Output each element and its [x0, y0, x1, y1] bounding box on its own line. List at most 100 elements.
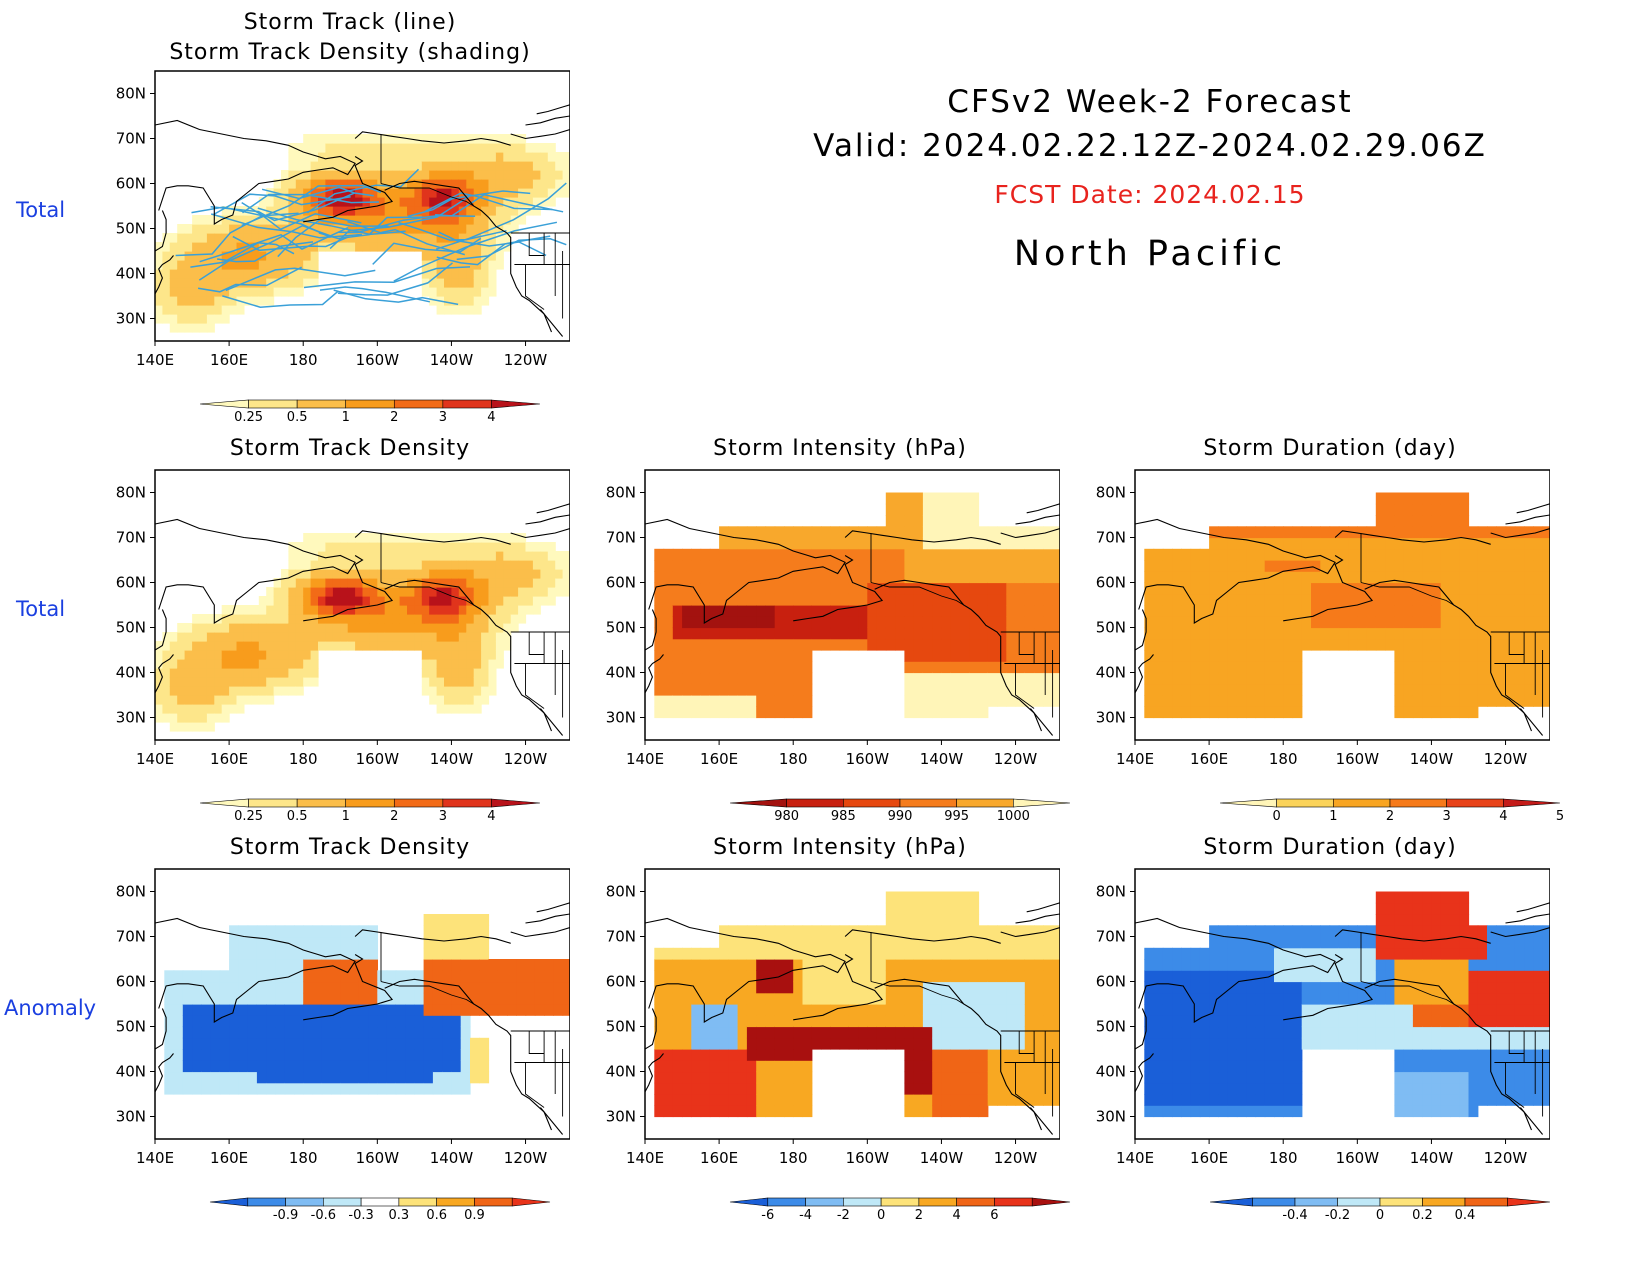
colorbar-tick-label: 0: [1273, 809, 1281, 824]
lon-label: 180: [779, 1149, 808, 1167]
map-duration-total: 80N 70N 60N 50N 40N 30N 140E 160E 180 160W 140W 120…: [1096, 469, 1550, 768]
colorbar-tick-label: -0.6: [311, 1208, 336, 1223]
lat-label: 40N: [1096, 664, 1126, 682]
lon-label: 160W: [1336, 1149, 1380, 1167]
lat-label: 60N: [606, 574, 636, 592]
lon-label: 160W: [846, 1149, 890, 1167]
colorbar-tick-label: 2: [390, 809, 398, 824]
lon-label: 160E: [210, 351, 248, 369]
lon-label: 180: [1269, 1149, 1298, 1167]
panel-title-duration-total: Storm Duration (day): [1203, 436, 1457, 461]
colorbar-tick-label: 2: [1386, 809, 1394, 824]
lat-label: 40N: [116, 265, 146, 283]
lon-label: 180: [779, 750, 808, 768]
colorbar-tick-label: 4: [487, 809, 495, 824]
colorbar-intensity: 980 985 990 995 1000: [729, 798, 1071, 824]
lat-label: 80N: [1096, 883, 1126, 901]
lat-label: 60N: [1096, 574, 1126, 592]
lat-label: 30N: [1096, 1108, 1126, 1126]
colorbar-tick-label: 0.25: [234, 809, 263, 824]
map-intensity-anom: 80N 70N 60N 50N 40N 30N 140E 160E 180 160W 140W 120…: [606, 868, 1060, 1167]
colorbar-density-1: 0.25 0.5 1 2 3 4: [199, 399, 541, 425]
colorbar-tick-label: 995: [944, 809, 969, 824]
colorbar-intensity-anom: -6 -4 -2 0 2 4 6: [729, 1197, 1071, 1223]
lon-label: 140W: [430, 351, 474, 369]
lat-label: 80N: [116, 883, 146, 901]
lon-label: 160E: [1190, 1149, 1228, 1167]
map-density-total: 80N 70N 60N 50N 40N 30N 140E 160E 180 160W 140W 120…: [116, 469, 570, 768]
row-label-anomaly: Anomaly: [4, 996, 96, 1020]
colorbar-tick-label: 0.3: [389, 1208, 410, 1223]
region-name: North Pacific: [1013, 234, 1287, 274]
valid-period: Valid: 2024.02.22.12Z-2024.02.29.06Z: [813, 128, 1487, 164]
row-label-total-1: Total: [16, 198, 66, 222]
lat-label: 30N: [1096, 709, 1126, 727]
lon-label: 180: [1269, 750, 1298, 768]
lon-label: 160E: [700, 750, 738, 768]
colorbar-tick-label: 2: [390, 410, 398, 425]
lon-label: 140W: [920, 1149, 964, 1167]
colorbar-tick-label: 980: [774, 809, 799, 824]
lon-label: 140W: [430, 1149, 474, 1167]
lat-label: 40N: [606, 664, 636, 682]
lon-label: 140W: [920, 750, 964, 768]
colorbar-tick-label: 5: [1556, 809, 1564, 824]
lon-label: 160E: [1190, 750, 1228, 768]
lat-label: 60N: [606, 973, 636, 991]
panel-title-track-shading: Storm Track Density (shading): [169, 40, 531, 65]
colorbar-tick-label: 0.4: [1455, 1208, 1476, 1223]
colorbar-tick-label: 1: [1329, 809, 1337, 824]
lat-label: 60N: [116, 175, 146, 193]
lat-label: 70N: [606, 529, 636, 547]
lon-label: 160W: [356, 750, 400, 768]
lon-label: 160W: [356, 1149, 400, 1167]
colorbar-tick-label: 3: [439, 809, 447, 824]
lon-label: 120W: [1484, 750, 1528, 768]
forecast-title: CFSv2 Week-2 Forecast: [947, 84, 1353, 120]
lon-label: 140W: [430, 750, 474, 768]
lat-label: 50N: [116, 1018, 146, 1036]
lon-label: 140E: [626, 1149, 664, 1167]
colorbar-duration-anom: -0.4 -0.2 0 0.2 0.4: [1209, 1197, 1551, 1223]
lat-label: 80N: [116, 85, 146, 103]
lat-label: 80N: [606, 484, 636, 502]
colorbar-tick-label: -0.2: [1325, 1208, 1350, 1223]
lon-label: 160E: [210, 1149, 248, 1167]
lat-label: 60N: [116, 574, 146, 592]
lat-label: 60N: [1096, 973, 1126, 991]
lat-label: 30N: [116, 709, 146, 727]
colorbar-tick-label: 0.25: [234, 410, 263, 425]
map-duration-anom: 80N 70N 60N 50N 40N 30N 140E 160E 180 160W 140W 120…: [1096, 868, 1550, 1167]
lat-label: 50N: [116, 220, 146, 238]
colorbar-tick-label: 4: [1499, 809, 1507, 824]
panel-title-density-total: Storm Track Density: [229, 436, 471, 461]
lon-label: 140E: [1116, 750, 1154, 768]
lat-label: 40N: [606, 1063, 636, 1081]
lon-label: 160W: [846, 750, 890, 768]
lon-label: 160E: [210, 750, 248, 768]
lat-label: 70N: [116, 928, 146, 946]
colorbar-tick-label: 1000: [997, 809, 1030, 824]
colorbar-tick-label: 0.9: [464, 1208, 485, 1223]
colorbar-tick-label: -2: [837, 1208, 850, 1223]
colorbar-tick-label: 0: [877, 1208, 885, 1223]
colorbar-density-2: 0.25 0.5 1 2 3 4: [199, 798, 541, 824]
lat-label: 30N: [116, 310, 146, 328]
colorbar-tick-label: -4: [799, 1208, 812, 1223]
colorbar-tick-label: 0.6: [426, 1208, 447, 1223]
lat-label: 50N: [606, 619, 636, 637]
lat-label: 70N: [116, 130, 146, 148]
colorbar-tick-label: 990: [888, 809, 913, 824]
panel-title-intensity-anom: Storm Intensity (hPa): [713, 835, 967, 860]
colorbar-tick-label: 2: [915, 1208, 923, 1223]
lon-label: 180: [289, 351, 318, 369]
colorbar-tick-label: 4: [953, 1208, 961, 1223]
lat-label: 40N: [116, 664, 146, 682]
colorbar-density-anom: -0.9 -0.6 -0.3 0.3 0.6 0.9: [209, 1197, 551, 1223]
lon-label: 140W: [1410, 1149, 1454, 1167]
panel-title-density-anom: Storm Track Density: [229, 835, 471, 860]
lon-label: 120W: [1484, 1149, 1528, 1167]
lon-label: 140E: [626, 750, 664, 768]
lat-label: 60N: [116, 973, 146, 991]
map-density-anom: 80N 70N 60N 50N 40N 30N 140E 160E 180 160W 140W 120…: [116, 868, 570, 1167]
